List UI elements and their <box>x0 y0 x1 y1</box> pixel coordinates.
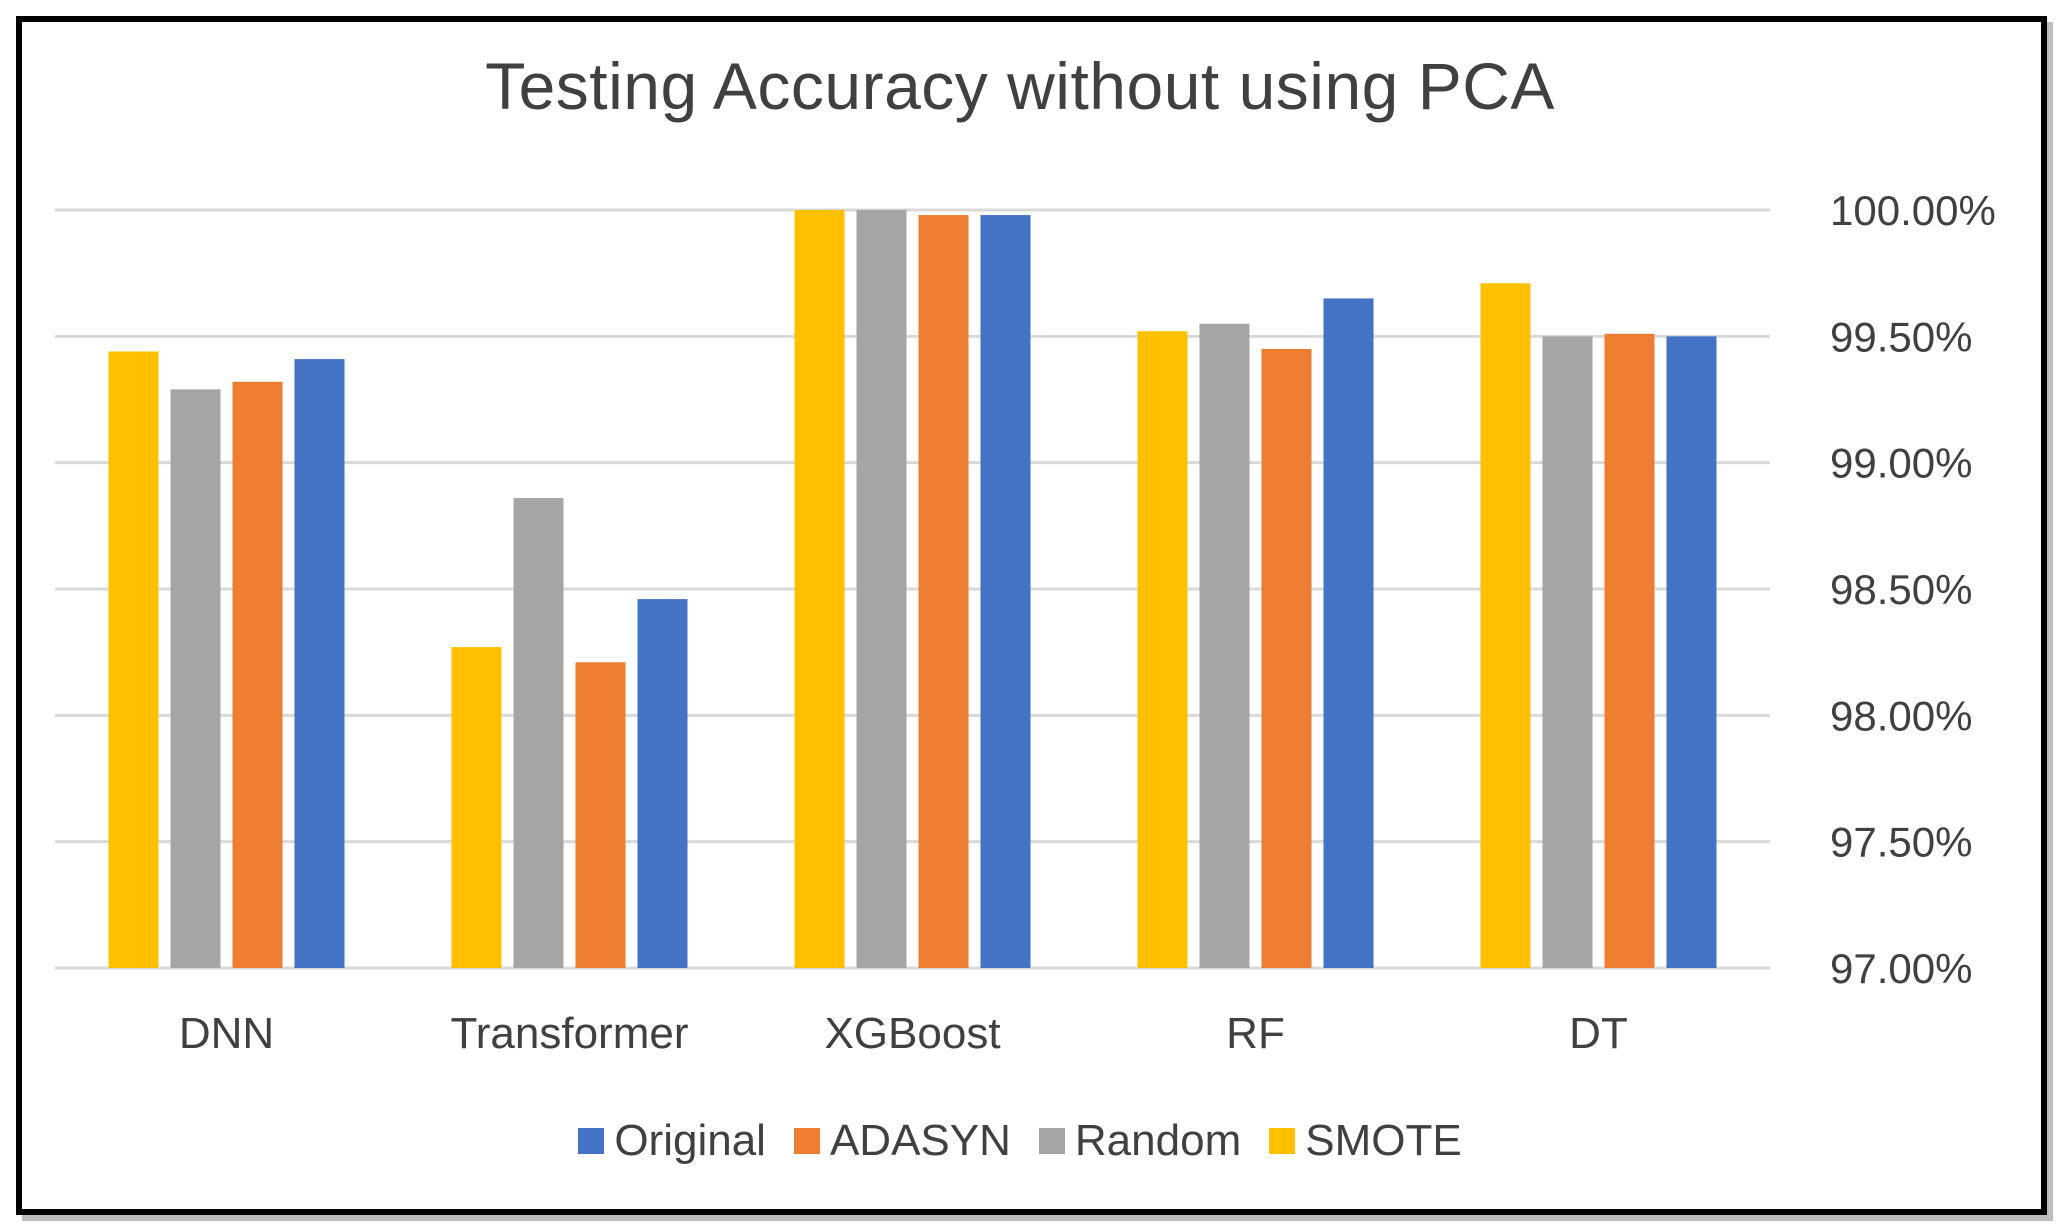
bar-adasyn-rf <box>1261 348 1312 968</box>
legend-swatch <box>578 1128 605 1154</box>
legend-item-random: Random <box>1038 1116 1242 1166</box>
bar-original-xgboost <box>980 215 1031 968</box>
legend: Original ADASYN Random SMOTE <box>0 1115 2040 1166</box>
legend-item-adasyn: ADASYN <box>793 1116 1011 1166</box>
bar-random-rf <box>1199 323 1250 968</box>
bar-original-rf <box>1323 298 1374 968</box>
chart-title: Testing Accuracy without using PCA <box>485 49 1555 123</box>
bar-original-dnn <box>294 359 345 968</box>
bar-smote-dnn <box>108 351 159 968</box>
bar-smote-rf <box>1137 331 1188 968</box>
x-tick-label: Transformer <box>451 1009 689 1058</box>
y-tick-label: 99.50% <box>1830 313 1972 360</box>
legend-item-original: Original <box>578 1116 766 1166</box>
x-tick-label: RF <box>1226 1009 1285 1058</box>
bar-smote-transformer <box>451 647 502 968</box>
legend-label: Original <box>614 1116 766 1165</box>
bar-random-dnn <box>170 389 221 969</box>
bar-adasyn-dnn <box>232 381 283 968</box>
y-tick-label: 99.00% <box>1830 440 1972 487</box>
bar-original-transformer <box>637 599 688 968</box>
bar-adasyn-xgboost <box>918 215 969 968</box>
bar-adasyn-transformer <box>575 662 626 968</box>
bar-smote-xgboost <box>794 210 845 968</box>
bar-adasyn-dt <box>1604 333 1655 969</box>
legend-item-smote: SMOTE <box>1269 1116 1462 1166</box>
bar-original-dt <box>1666 336 1717 968</box>
x-tick-label: DNN <box>179 1009 274 1058</box>
x-tick-label: XGBoost <box>824 1009 1000 1058</box>
legend-label: Random <box>1074 1116 1242 1165</box>
legend-swatch <box>793 1128 820 1154</box>
y-tick-label: 97.00% <box>1830 945 1972 992</box>
bar-random-transformer <box>513 498 564 968</box>
y-tick-label: 97.50% <box>1830 819 1972 866</box>
legend-label: ADASYN <box>829 1116 1011 1165</box>
y-tick-label: 100.00% <box>1830 187 1996 234</box>
bar-random-dt <box>1542 336 1593 968</box>
bar-smote-dt <box>1480 283 1531 969</box>
legend-label: SMOTE <box>1305 1116 1462 1165</box>
x-tick-label: DT <box>1569 1009 1628 1058</box>
legend-swatch <box>1269 1128 1296 1154</box>
legend-swatch <box>1038 1128 1065 1154</box>
y-tick-label: 98.00% <box>1830 692 1972 739</box>
y-tick-label: 98.50% <box>1830 566 1972 613</box>
bar-random-xgboost <box>856 210 907 968</box>
